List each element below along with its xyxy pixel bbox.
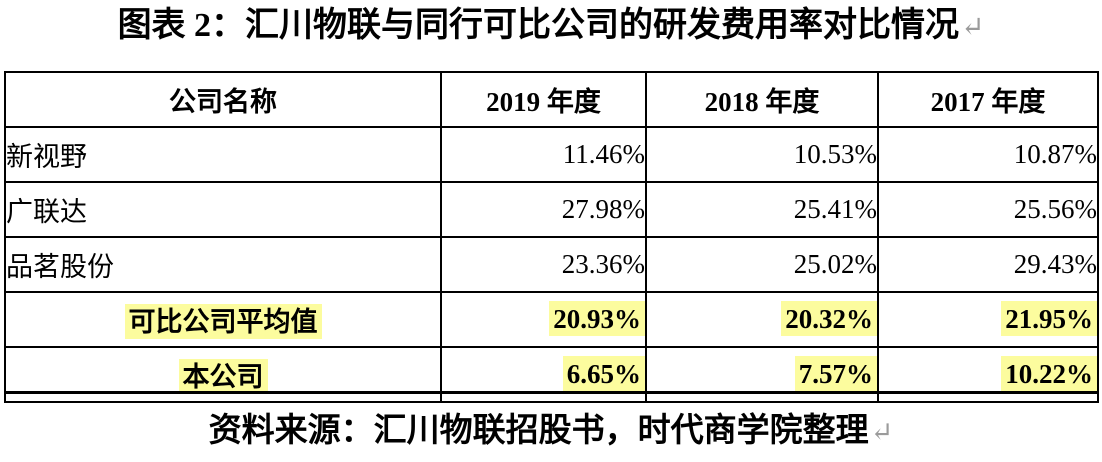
value-cell: 25.56% bbox=[877, 181, 1099, 238]
source-note-text: 资料来源：汇川物联招股书，时代商学院整理 bbox=[208, 413, 869, 449]
figure-title: 图表 2：汇川物联与同行可比公司的研发费用率对比情况↵ bbox=[0, 4, 1102, 50]
value-cell: 29.43% bbox=[877, 236, 1099, 293]
figure-title-text: 图表 2：汇川物联与同行可比公司的研发费用率对比情况 bbox=[117, 7, 960, 44]
column-header-2019: 2019 年度 bbox=[440, 71, 647, 128]
paragraph-return-icon: ↵ bbox=[961, 12, 985, 43]
value-cell: 11.46% bbox=[440, 126, 647, 183]
column-header-company: 公司名称 bbox=[4, 71, 442, 128]
table-bottom-border bbox=[4, 391, 1097, 394]
table-header-row: 公司名称 2019 年度 2018 年度 2017 年度 bbox=[4, 71, 1099, 128]
column-header-2017: 2017 年度 bbox=[877, 71, 1099, 128]
table-row: 品茗股份 23.36% 25.02% 29.43% bbox=[4, 236, 1099, 293]
value-cell: 27.98% bbox=[440, 181, 647, 238]
column-header-2018: 2018 年度 bbox=[645, 71, 879, 128]
comparison-table: 公司名称 2019 年度 2018 年度 2017 年度 新视野 11.46% … bbox=[4, 71, 1099, 403]
company-name-cell: 广联达 bbox=[4, 181, 442, 238]
source-note: 资料来源：汇川物联招股书，时代商学院整理↵ bbox=[0, 410, 1102, 453]
highlighted-value: 20.32% bbox=[781, 301, 876, 336]
table-row: 广联达 27.98% 25.41% 25.56% bbox=[4, 181, 1099, 238]
value-cell: 20.93% bbox=[440, 291, 647, 348]
value-cell: 10.53% bbox=[645, 126, 879, 183]
highlighted-value: 21.95% bbox=[1001, 301, 1096, 336]
paragraph-return-icon: ↵ bbox=[870, 417, 894, 447]
value-cell: 10.87% bbox=[877, 126, 1099, 183]
table-row-peer-average: 可比公司平均值 20.93% 20.32% 21.95% bbox=[4, 291, 1099, 348]
highlighted-value: 10.22% bbox=[1001, 356, 1096, 391]
highlighted-label: 本公司 bbox=[178, 359, 268, 394]
value-cell: 25.41% bbox=[645, 181, 879, 238]
value-cell: 23.36% bbox=[440, 236, 647, 293]
value-cell: 25.02% bbox=[645, 236, 879, 293]
company-name-cell: 品茗股份 bbox=[4, 236, 442, 293]
highlighted-value: 7.57% bbox=[794, 356, 876, 391]
table-row: 新视野 11.46% 10.53% 10.87% bbox=[4, 126, 1099, 183]
value-cell: 20.32% bbox=[645, 291, 879, 348]
value-cell: 21.95% bbox=[877, 291, 1099, 348]
highlighted-label: 可比公司平均值 bbox=[124, 304, 322, 339]
highlighted-value: 6.65% bbox=[562, 356, 644, 391]
company-name-cell: 新视野 bbox=[4, 126, 442, 183]
highlighted-value: 20.93% bbox=[549, 301, 644, 336]
company-name-cell: 可比公司平均值 bbox=[4, 291, 442, 348]
